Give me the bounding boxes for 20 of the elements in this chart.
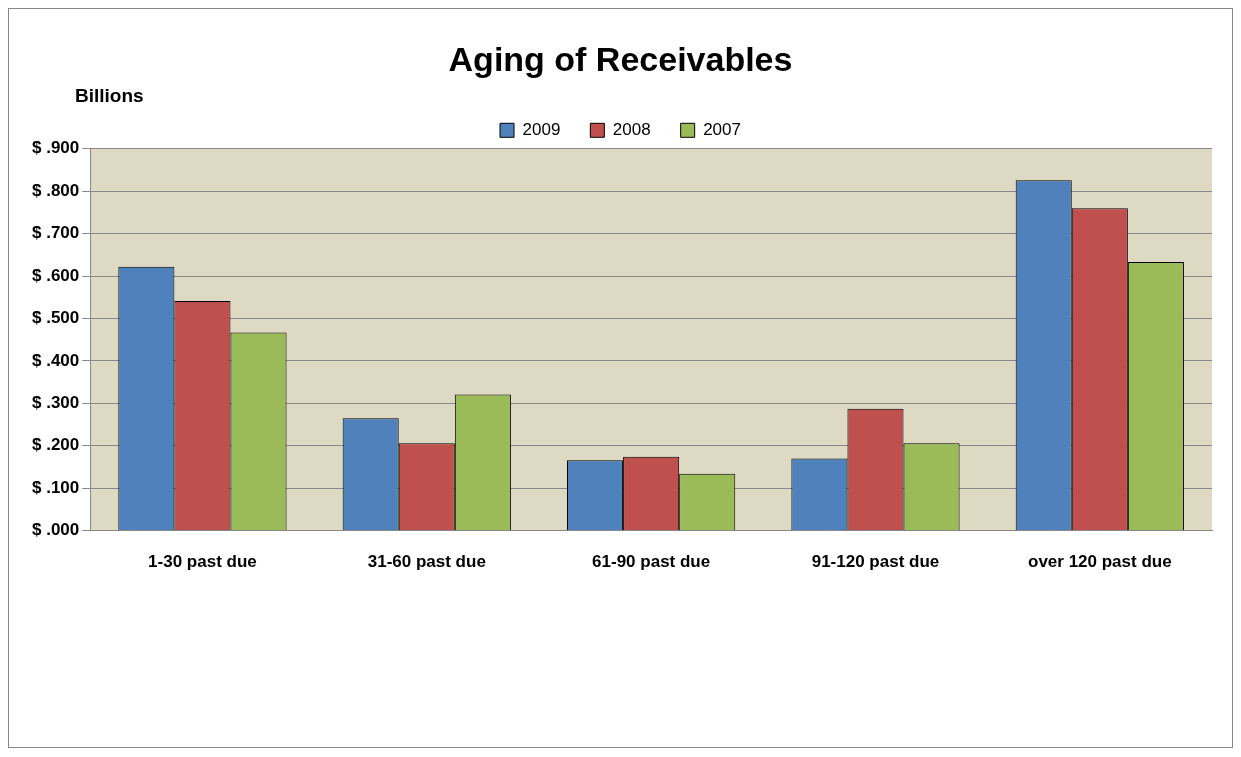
y-tick-label: $ .700 [32,223,80,243]
legend-label: 2007 [703,119,741,139]
chart-title: Aging of Receivables [448,39,793,78]
y-tick-label: $ .800 [32,180,80,200]
y-tick-label: $ .100 [32,477,80,497]
y-tick-label: $ .600 [32,265,80,285]
x-tick-label: over 120 past due [1028,552,1172,572]
x-tick-label: 61-90 past due [592,552,711,572]
x-tick-label: 31-60 past due [367,552,486,572]
y-tick-label: $ .900 [32,138,80,158]
y-tick-label: $ .300 [32,393,80,413]
y-tick-label: $ .000 [32,520,80,540]
legend-label: 2008 [612,119,651,139]
legend-label: 2009 [522,119,561,139]
y-axis-title: Billions [75,85,144,107]
y-tick-label: $ .400 [32,350,80,370]
x-tick-label: 1-30 past due [148,552,257,572]
y-tick-label: $ .500 [32,308,80,328]
y-tick-label: $ .200 [32,435,80,455]
x-tick-label: 91-120 past due [811,552,940,572]
